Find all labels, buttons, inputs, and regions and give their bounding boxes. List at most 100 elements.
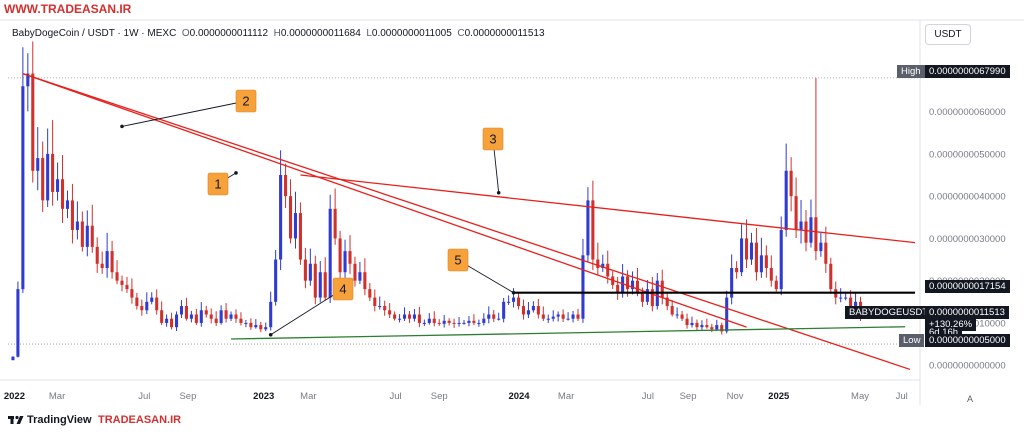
candle-body — [794, 196, 798, 230]
last-price-tag: 0.0000000011513 — [925, 306, 1009, 319]
candle-body — [814, 217, 818, 252]
candle-body — [60, 179, 65, 209]
callout-number-3: 3 — [489, 132, 496, 147]
candle-body — [422, 322, 426, 324]
symbol-title[interactable]: BabyDogeCoin / USDT · 1W · MEXC — [12, 28, 177, 39]
candle-body — [467, 320, 471, 323]
callout-number-4: 4 — [339, 282, 346, 297]
x-tick-label: 2022 — [4, 391, 25, 402]
candle-body — [725, 297, 729, 332]
candle-body — [774, 280, 778, 290]
callout-number-5: 5 — [454, 253, 461, 268]
candle-body — [160, 310, 164, 323]
candle-body — [209, 314, 213, 319]
candle-body — [635, 280, 640, 294]
candle-body — [70, 200, 74, 230]
candle-body — [308, 263, 312, 281]
y-tick-label: 0.0000000060000 — [929, 107, 1006, 118]
candle-body — [849, 297, 853, 311]
candle-body — [680, 314, 684, 319]
change-tag: +130.26% — [925, 318, 977, 331]
candle-body — [675, 314, 679, 316]
candle-body — [170, 318, 174, 328]
auto-scale-button[interactable]: A — [966, 394, 973, 404]
candle-body — [650, 289, 654, 307]
trendline-1 — [22, 72, 911, 371]
support-line — [231, 326, 906, 340]
candle-body — [640, 293, 644, 302]
candle-body — [507, 301, 511, 303]
candle-body — [165, 318, 169, 323]
candle-body — [155, 297, 159, 311]
close-label: C — [457, 28, 465, 39]
candle-body — [596, 259, 600, 268]
x-tick-label: Jul — [390, 391, 402, 402]
candle-body — [363, 272, 367, 290]
candle-body — [521, 306, 526, 315]
x-tick-label: Mar — [49, 391, 65, 402]
candle-body — [249, 322, 253, 328]
candle-body — [690, 322, 694, 326]
candle-body — [621, 276, 625, 294]
candle-body — [462, 322, 466, 324]
candle-body — [735, 268, 739, 273]
candle-body — [581, 255, 585, 319]
x-tick-label: 2024 — [508, 391, 530, 402]
callout-leader-4 — [270, 288, 344, 336]
candle-body — [293, 213, 298, 239]
candle-body — [130, 289, 134, 298]
candle-body — [497, 318, 501, 320]
candle-body — [298, 213, 302, 260]
candle-body — [487, 314, 491, 319]
currency-button[interactable]: USDT — [925, 24, 971, 45]
candle-body — [95, 246, 99, 264]
candle-body — [145, 301, 149, 311]
candle-body — [502, 301, 506, 319]
candle-body — [660, 280, 664, 298]
open-value: 0.0000000011112 — [189, 28, 269, 39]
countdown-tag: 6d 16h — [925, 328, 963, 334]
candle-body — [437, 322, 441, 324]
tradingview-logo[interactable]: TradingView — [8, 414, 92, 426]
low-tag-label: Low — [899, 334, 925, 347]
candle-body — [715, 325, 719, 330]
candle-body — [51, 153, 55, 192]
high-value: 0.0000000011684 — [280, 28, 361, 39]
high-tag-label: High — [897, 65, 925, 78]
candle-body — [323, 272, 327, 298]
candle-body — [21, 86, 25, 290]
low-tag-value: 0.0000000005000 — [925, 334, 1010, 347]
y-tick-label: 0.0000000030000 — [929, 234, 1006, 245]
candle-body — [194, 314, 198, 323]
candle-body — [571, 314, 575, 319]
candle-body — [85, 225, 89, 247]
candle-body — [551, 316, 555, 319]
candle-body — [670, 306, 674, 315]
candle-body — [80, 221, 84, 247]
candle-body — [447, 320, 451, 323]
x-tick-label: 2023 — [253, 391, 274, 402]
x-tick-label: Mar — [558, 391, 574, 402]
candle-body — [110, 251, 114, 273]
candle-body — [31, 73, 35, 171]
candle-body — [417, 314, 421, 323]
candle-body — [41, 158, 45, 201]
candle-body — [586, 200, 590, 256]
candle-body — [388, 310, 392, 315]
candle-body — [46, 153, 50, 201]
callout-box-5 — [447, 248, 469, 272]
callout-box-2 — [235, 89, 257, 113]
candle-body — [214, 318, 218, 323]
x-tick-label: Jul — [642, 391, 654, 402]
candle-body — [348, 251, 352, 264]
trendline-2 — [22, 72, 747, 328]
candle-body — [749, 242, 754, 260]
candle-body — [224, 310, 228, 319]
candle-body — [442, 320, 446, 324]
high-label: H — [273, 28, 281, 39]
candle-body — [561, 314, 565, 319]
y-tick-label: 0.0000000040000 — [929, 192, 1006, 203]
candle-body — [288, 196, 293, 239]
